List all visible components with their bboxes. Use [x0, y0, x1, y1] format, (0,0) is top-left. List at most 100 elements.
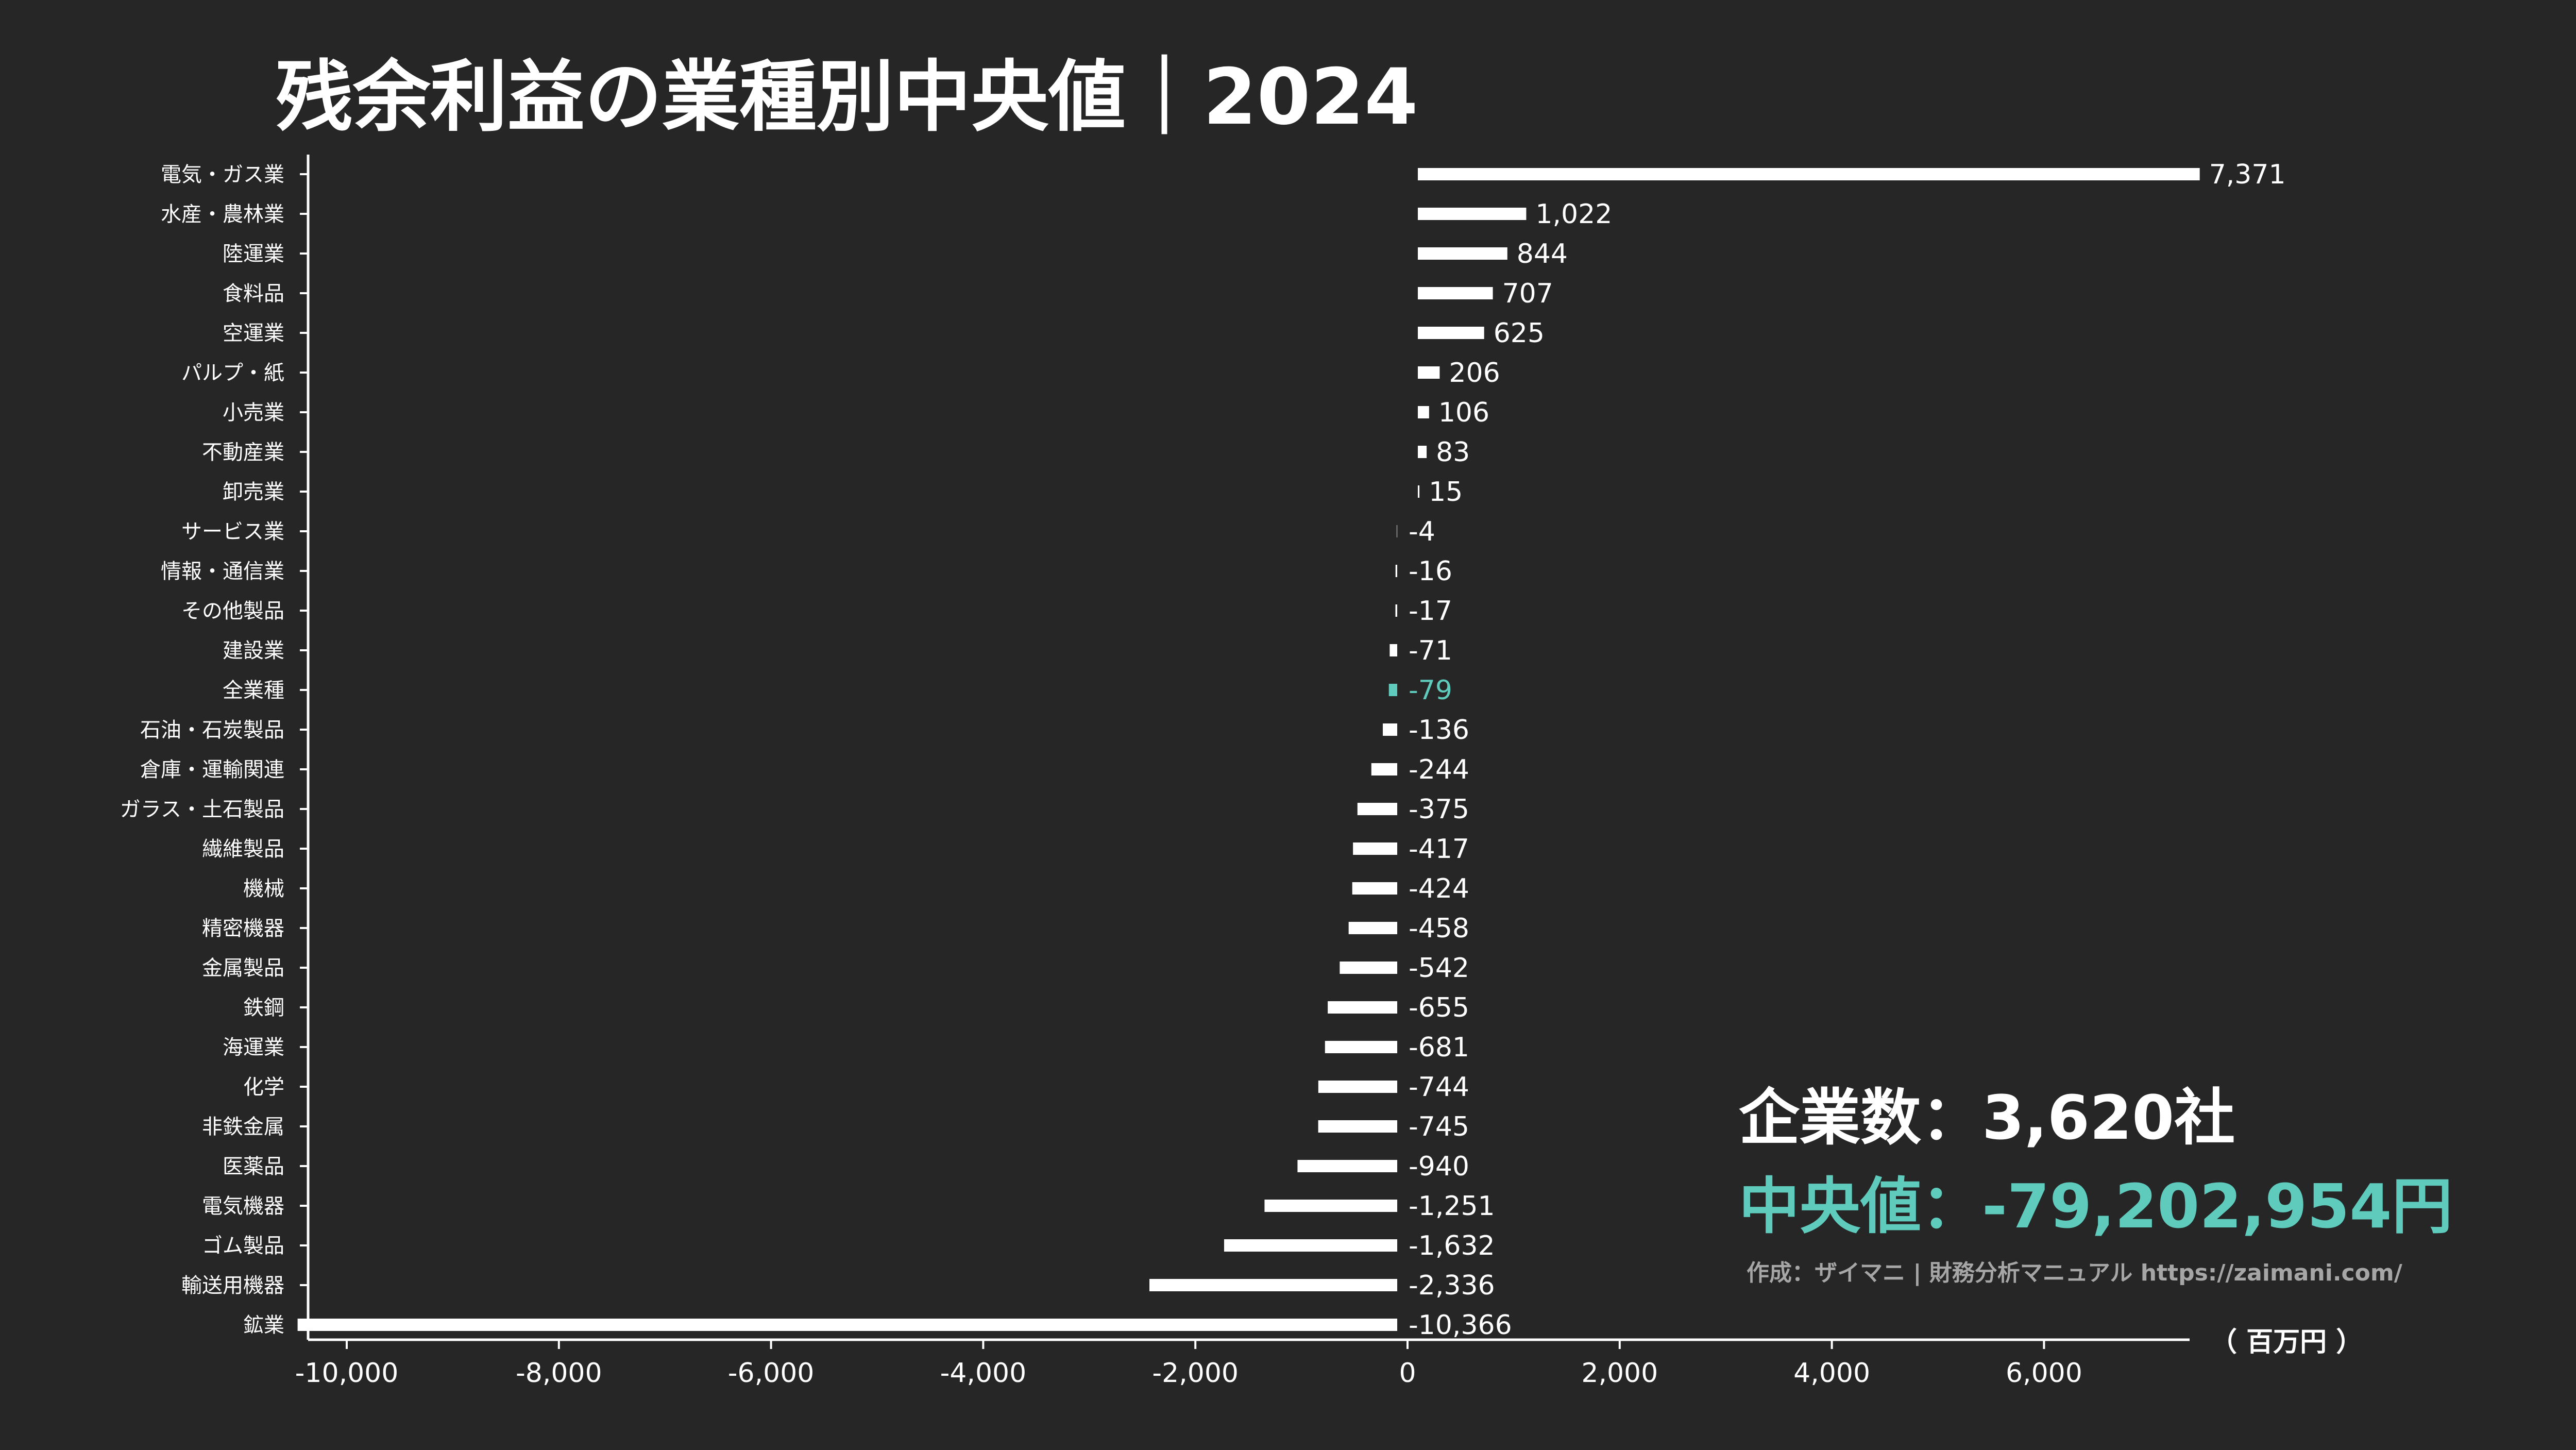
value-label: -424 [1409, 873, 1469, 904]
x-tick-label: -6,000 [728, 1358, 815, 1389]
value-label: -655 [1409, 992, 1469, 1023]
value-label: 7,371 [2209, 159, 2286, 190]
bar [1325, 1041, 1397, 1053]
category-label: 建設業 [223, 639, 284, 663]
value-label: -79 [1409, 675, 1452, 706]
value-label: 206 [1449, 358, 1500, 389]
value-labels: 7,371 1,022 844 707 625 206 106 83 15 -4 -16 -17 -71… [1409, 159, 2286, 1341]
bar [1149, 1279, 1397, 1291]
unit-label: （ 百万円 ） [2210, 1327, 2363, 1358]
bar [1382, 723, 1397, 736]
value-label: -458 [1409, 913, 1469, 944]
x-tick-label: -4,000 [940, 1358, 1027, 1389]
category-label: 電気機器 [202, 1194, 284, 1218]
value-label: -542 [1409, 953, 1469, 984]
bar [1318, 1081, 1397, 1093]
value-label: -71 [1409, 635, 1452, 666]
value-label: -244 [1409, 754, 1469, 785]
x-tick-label: -10,000 [295, 1358, 399, 1389]
category-label: 倉庫・運輸関連 [140, 758, 284, 782]
bar [1357, 803, 1397, 815]
median-value: 中央値：-79,202,954円 [1739, 1171, 2452, 1242]
category-label: 空運業 [223, 322, 284, 345]
category-label: 医薬品 [223, 1155, 284, 1178]
value-label: -940 [1409, 1151, 1469, 1182]
value-label: -681 [1409, 1032, 1469, 1063]
category-label: 鉄鋼 [243, 996, 284, 1020]
bar [1418, 446, 1427, 458]
x-tick-label: -2,000 [1152, 1358, 1239, 1389]
bar [1418, 287, 1493, 299]
value-label: 83 [1436, 437, 1470, 468]
bar [1371, 763, 1397, 775]
x-tick-label: 6,000 [2006, 1358, 2082, 1389]
category-label: 化学 [243, 1075, 284, 1099]
category-label: 食料品 [223, 282, 284, 306]
bar [1418, 366, 1440, 379]
value-label: -4 [1409, 516, 1435, 547]
value-label: -17 [1409, 596, 1452, 627]
x-ticks: -10,000 -8,000 -6,000 -4,000 -2,000 0 2,000 4,0… [295, 1340, 2082, 1389]
category-label: 不動産業 [202, 441, 284, 464]
x-tick-label: 2,000 [1581, 1358, 1658, 1389]
value-label: -417 [1409, 834, 1469, 865]
bar [1418, 485, 1420, 498]
value-label: -10,366 [1409, 1310, 1512, 1341]
category-label: 情報・通信業 [161, 560, 284, 583]
category-label: 海運業 [223, 1036, 284, 1059]
bar [1318, 1120, 1397, 1133]
category-label: 輸送用機器 [181, 1274, 284, 1297]
value-label: -136 [1409, 715, 1469, 746]
category-label: 石油・石炭製品 [140, 718, 284, 742]
bar [1418, 327, 1484, 339]
value-label: -375 [1409, 794, 1469, 825]
value-label: 1,022 [1535, 199, 1612, 230]
category-label: サービス業 [181, 520, 284, 544]
value-label: 844 [1517, 239, 1568, 269]
value-label: 625 [1494, 318, 1545, 349]
category-label: 繊維製品 [202, 837, 284, 861]
bar [1328, 1001, 1397, 1014]
bar [1389, 644, 1397, 656]
category-label: 陸運業 [223, 242, 284, 266]
category-label: 小売業 [223, 401, 284, 425]
x-tick-label: 0 [1399, 1358, 1416, 1389]
bar [1340, 962, 1397, 974]
bar [1418, 208, 1527, 220]
bar [1418, 247, 1507, 260]
company-count: 企業数：3,620社 [1739, 1082, 2235, 1153]
bar [1352, 882, 1397, 895]
bar [1224, 1239, 1397, 1252]
category-label: パルプ・紙 [181, 361, 284, 385]
value-label: 106 [1438, 397, 1489, 428]
value-label: 707 [1502, 278, 1553, 309]
category-label: その他製品 [181, 599, 284, 623]
bar [1395, 604, 1397, 617]
bar [1264, 1200, 1397, 1212]
category-label: 精密機器 [202, 917, 284, 940]
category-label: 電気・ガス業 [161, 163, 284, 187]
category-label: 全業種 [223, 679, 284, 702]
axes [300, 155, 2190, 1341]
value-label: -2,336 [1409, 1270, 1495, 1301]
category-label: 鉱業 [243, 1313, 284, 1337]
category-label: ゴム製品 [202, 1234, 284, 1258]
bar [1348, 922, 1397, 934]
category-label: 卸売業 [223, 480, 284, 504]
category-label: 機械 [243, 877, 284, 901]
bar [1418, 168, 2200, 180]
value-label: 15 [1429, 477, 1463, 508]
value-label: -1,632 [1409, 1230, 1495, 1261]
bar [1388, 684, 1397, 696]
value-label: -1,251 [1409, 1191, 1495, 1222]
category-label: 水産・農林業 [161, 203, 284, 226]
bar [1353, 842, 1397, 855]
category-label: 金属製品 [202, 956, 284, 980]
bar [1297, 1160, 1397, 1172]
category-label: ガラス・土石製品 [120, 798, 284, 821]
x-tick-label: 4,000 [1793, 1358, 1870, 1389]
bars [297, 168, 2200, 1331]
credit-text: 作成：ザイマニ | 財務分析マニュアル https://zaimani.com/ [1747, 1260, 2403, 1286]
chart-title: 残余利益の業種別中央値｜2024 [276, 53, 1418, 142]
bar [1395, 565, 1397, 577]
